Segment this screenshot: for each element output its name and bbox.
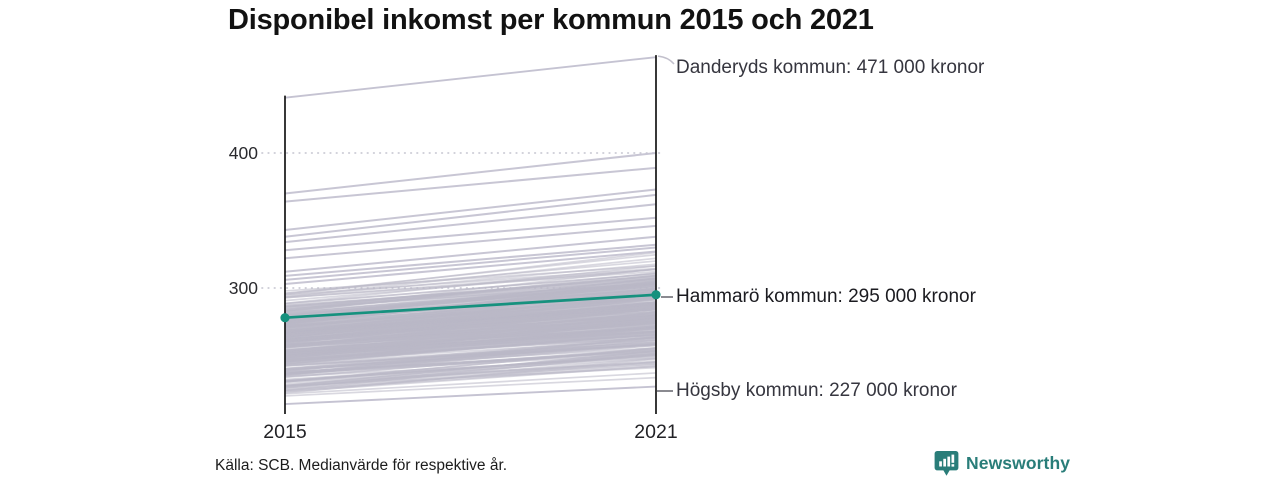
- y-axis-label-300: 300: [228, 278, 258, 298]
- y-axis-label-400: 400: [228, 143, 258, 163]
- annotation-danderyd: Danderyds kommun: 471 000 kronor: [676, 57, 985, 79]
- newsworthy-logo: Newsworthy: [934, 450, 1070, 477]
- chart-title: Disponibel inkomst per kommun 2015 och 2…: [228, 4, 874, 36]
- annotation-hammaro: Hammarö kommun: 295 000 kronor: [676, 286, 976, 308]
- newsworthy-wordmark: Newsworthy: [966, 453, 1071, 473]
- source-note: Källa: SCB. Medianvärde för respektive å…: [215, 457, 508, 474]
- newsworthy-bar-chart-bubble-icon: [934, 450, 959, 477]
- x-axis-label-2015: 2015: [263, 421, 307, 443]
- annotation-hogsby: Högsby kommun: 227 000 kronor: [676, 380, 957, 402]
- x-axis-label-2021: 2021: [634, 421, 678, 443]
